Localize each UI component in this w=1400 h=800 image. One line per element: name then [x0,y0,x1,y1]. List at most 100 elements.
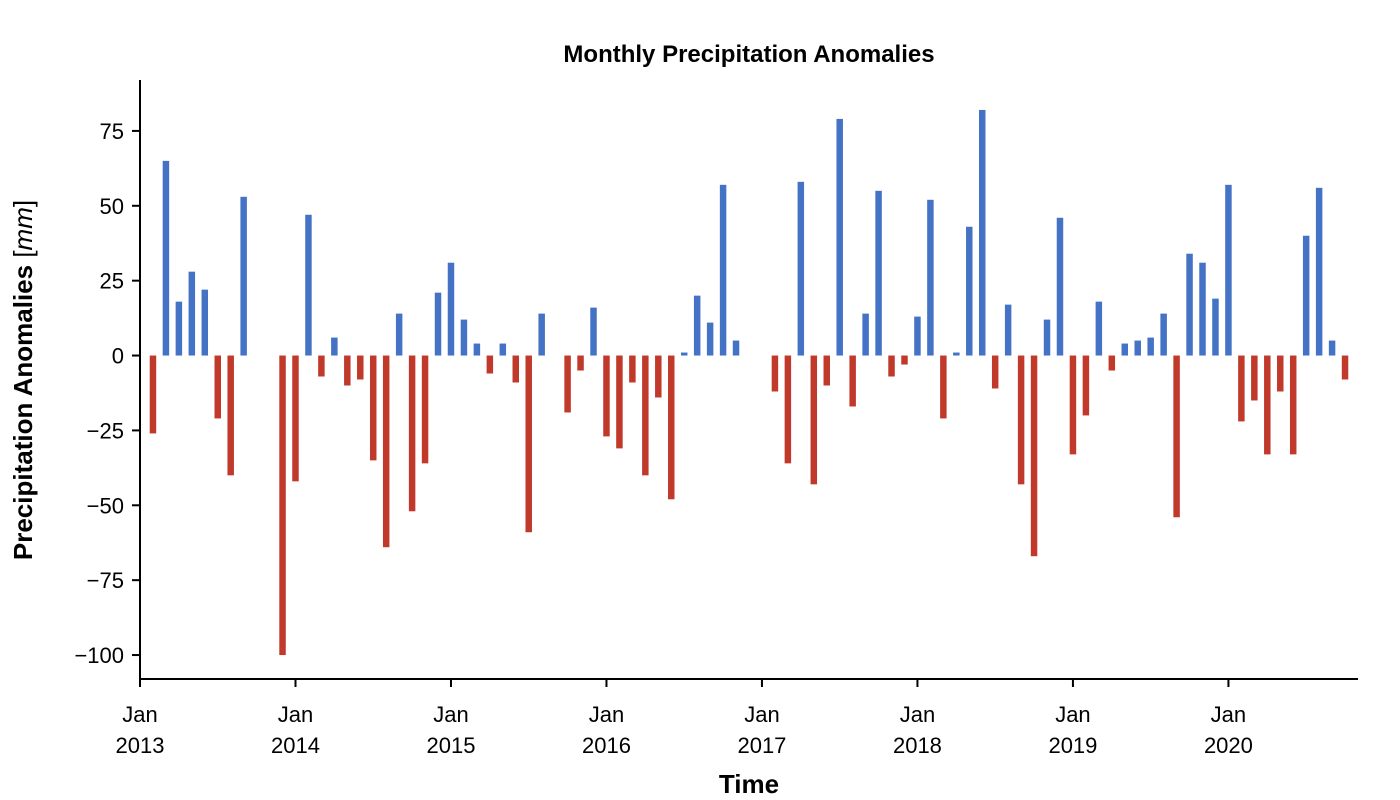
bar-2015-05 [499,343,507,356]
bar-2017-10 [875,190,882,356]
bar-2019-05 [1121,343,1129,356]
bar-2017-02 [771,355,779,392]
bar-2017-11 [888,355,895,377]
x-tick-label-month: Jan [433,702,468,727]
bar-2018-07 [991,355,999,389]
bar-2015-04 [486,355,494,374]
bar-2015-06 [512,355,520,383]
bar-2020-01 [1225,184,1232,356]
bar-2016-02 [616,355,623,449]
y-axis-label-text: Precipitation Anomalies [8,258,38,560]
bar-2017-07 [836,118,843,356]
bar-2014-11 [421,355,429,464]
x-tick-label-month: Jan [900,702,935,727]
bar-2014-03 [318,355,325,377]
y-tick-label: −75 [87,568,124,593]
bar-2020-04 [1264,355,1271,455]
bar-2013-03 [162,160,170,356]
x-axis-label: Time [719,769,779,799]
bar-2018-10 [1030,355,1038,557]
x-tick-label-month: Jan [1211,702,1246,727]
bar-2013-07 [214,355,221,419]
bar-2016-04 [642,355,649,476]
y-tick-label: 50 [100,194,124,219]
y-tick-label: −100 [74,643,124,668]
x-tick-label-year: 2020 [1204,733,1253,758]
bar-2017-05 [810,355,818,485]
x-tick-label-year: 2016 [582,733,631,758]
bar-2013-08 [227,355,234,476]
bar-2017-06 [823,355,830,386]
bar-2019-07 [1147,337,1154,356]
bar-2019-10 [1186,253,1193,356]
y-axis-label-close: ] [8,200,38,207]
y-tick-label: 0 [112,344,124,369]
bar-2019-09 [1173,355,1180,518]
bar-2017-09 [862,313,869,356]
bar-2017-12 [901,355,908,365]
bar-2016-05 [655,355,662,398]
bar-2015-10 [564,355,571,413]
bar-2014-01 [292,355,299,482]
y-tick-label: −25 [87,418,124,443]
bar-2019-12 [1212,298,1219,356]
bar-2015-12 [590,307,597,356]
bar-2014-07 [369,355,377,461]
bar-2015-03 [473,343,481,356]
bar-2016-01 [603,355,610,437]
bar-2018-11 [1043,319,1051,356]
bar-2019-03 [1095,301,1103,356]
bar-2018-02 [927,199,934,356]
bar-2013-05 [188,271,196,356]
bar-2018-09 [1017,355,1025,485]
bar-2014-12 [434,292,442,356]
x-tick-label-month: Jan [1055,702,1090,727]
bar-2015-08 [538,313,545,356]
x-tick-label-year: 2013 [116,733,165,758]
bar-2019-02 [1082,355,1090,416]
bar-2015-11 [577,355,584,371]
bar-2016-07 [680,352,688,356]
bar-2016-03 [629,355,636,383]
bar-2014-08 [382,355,390,548]
bar-2018-12 [1056,217,1064,356]
bars-group [149,109,1349,656]
bar-2018-03 [940,355,947,419]
bar-2016-10 [719,184,727,356]
x-tick-label-year: 2017 [737,733,786,758]
bar-2020-08 [1315,187,1323,356]
bar-2019-06 [1134,340,1141,356]
y-axis-label-unit: mm [8,207,38,250]
bar-2016-11 [732,340,740,356]
bar-2015-02 [460,319,468,356]
y-axis-label-open: [ [8,250,38,258]
bar-2013-02 [149,355,157,434]
bar-2019-08 [1160,313,1167,356]
chart-title: Monthly Precipitation Anomalies [563,41,934,68]
bar-2014-06 [357,355,364,380]
bar-2014-09 [395,313,403,356]
y-tick-label: −50 [87,493,124,518]
bar-2020-03 [1251,355,1258,401]
bar-2013-06 [201,289,209,356]
bar-2015-01 [447,262,455,356]
bar-2013-04 [175,301,183,356]
bar-2020-10 [1341,355,1349,380]
bar-2020-07 [1302,235,1310,356]
bar-2020-09 [1328,340,1336,356]
x-tick-label-year: 2019 [1048,733,1097,758]
x-tick-label-month: Jan [278,702,313,727]
bar-2013-12 [279,355,286,656]
x-tick-label-month: Jan [122,702,157,727]
x-tick-label-month: Jan [744,702,779,727]
x-tick-label-year: 2014 [271,733,320,758]
bar-2018-08 [1004,304,1012,356]
bar-2017-04 [797,181,805,356]
bar-2018-06 [978,109,986,356]
bar-2014-05 [344,355,351,386]
bar-2017-03 [784,355,792,464]
y-tick-label: 25 [100,269,124,294]
x-ticks: Jan 2013 Jan 2014 Jan 2015 Jan 2016 Jan 2017 Jan 20… [116,679,1253,758]
bar-2014-04 [331,337,338,356]
